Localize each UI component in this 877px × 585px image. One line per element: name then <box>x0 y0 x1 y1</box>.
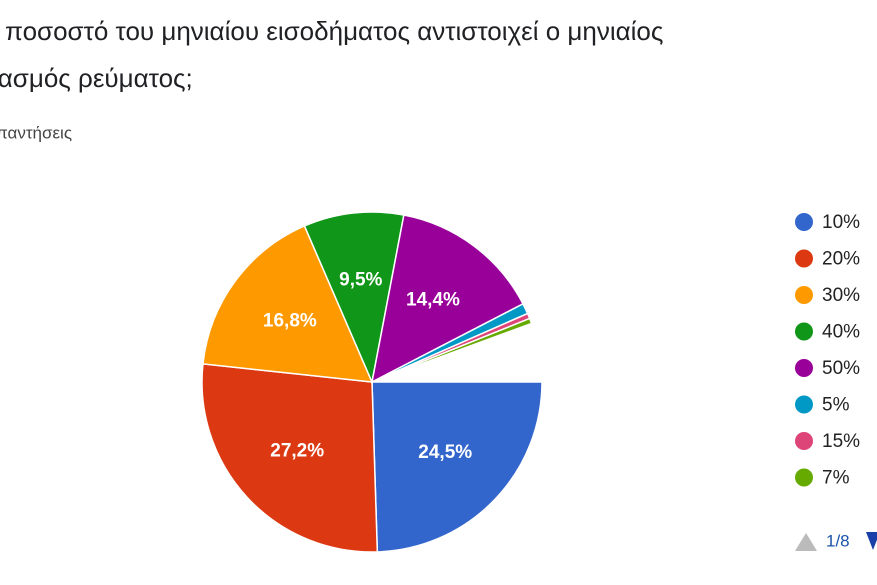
legend-label: 30% <box>822 285 860 306</box>
pie-slice <box>371 381 543 553</box>
pie-slice <box>201 363 379 553</box>
data-label: 24,5% <box>418 442 472 463</box>
legend-next[interactable] <box>866 532 877 550</box>
data-label: 9,5% <box>339 270 382 291</box>
subtitle: παντήσεις <box>0 123 72 142</box>
legend-prev[interactable] <box>795 533 817 551</box>
legend-label: 5% <box>822 395 850 416</box>
legend-marker <box>795 213 813 231</box>
legend-label: 20% <box>822 249 860 270</box>
legend-marker <box>795 468 813 487</box>
pie-slice <box>202 224 374 383</box>
pie-slice <box>371 317 533 383</box>
legend-label: 7% <box>822 468 850 489</box>
legend-marker <box>795 249 813 268</box>
data-label: 16,8% <box>263 311 317 332</box>
legend-label: 50% <box>822 358 860 379</box>
legend-marker <box>795 395 813 414</box>
legend-marker <box>795 322 813 341</box>
data-label: 14,4% <box>406 289 460 310</box>
legend-label: 15% <box>822 431 860 452</box>
legend-marker <box>795 359 813 377</box>
legend-marker <box>795 286 813 304</box>
title-line: ι ποσοστό του μηνιαίου εισοδήματος αντισ… <box>0 16 663 46</box>
title-line: ιασμός ρεύματος; <box>0 63 193 93</box>
legend-page: 1/8 <box>826 531 850 550</box>
legend-label: 10% <box>822 212 860 233</box>
legend-label: 40% <box>822 322 860 343</box>
legend-marker <box>795 432 813 450</box>
data-label: 27,2% <box>270 440 324 461</box>
pie-slice <box>370 214 524 384</box>
pie-slice <box>303 211 405 385</box>
